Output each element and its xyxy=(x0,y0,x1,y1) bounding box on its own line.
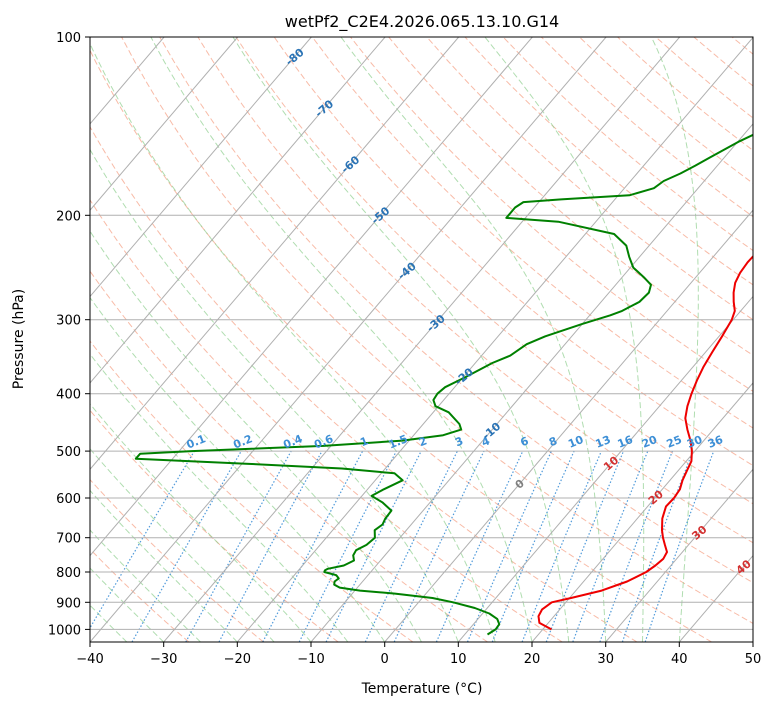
y-tick-label: 100 xyxy=(56,31,81,46)
y-tick-label: 600 xyxy=(56,492,81,507)
y-tick-label: 900 xyxy=(56,596,81,611)
x-tick-label: −20 xyxy=(224,652,251,667)
y-tick-label: 500 xyxy=(56,445,81,460)
y-tick-label: 1000 xyxy=(48,623,81,638)
y-axis-label: Pressure (hPa) xyxy=(11,289,27,389)
chart-title: wetPf2_C2E4.2026.065.13.10.G14 xyxy=(285,12,559,32)
x-tick-label: 10 xyxy=(450,652,467,667)
y-tick-label: 300 xyxy=(56,314,81,329)
x-tick-label: 50 xyxy=(745,652,762,667)
y-tick-label: 800 xyxy=(56,566,81,581)
x-tick-label: 0 xyxy=(381,652,389,667)
x-tick-label: 20 xyxy=(524,652,541,667)
x-tick-label: −10 xyxy=(297,652,324,667)
x-tick-label: 40 xyxy=(671,652,688,667)
y-tick-label: 400 xyxy=(56,388,81,403)
x-axis-label: Temperature (°C) xyxy=(361,681,483,697)
x-tick-label: 30 xyxy=(597,652,614,667)
y-tick-label: 200 xyxy=(56,209,81,224)
x-tick-label: −30 xyxy=(150,652,177,667)
x-tick-label: −40 xyxy=(76,652,103,667)
y-tick-label: 700 xyxy=(56,532,81,547)
